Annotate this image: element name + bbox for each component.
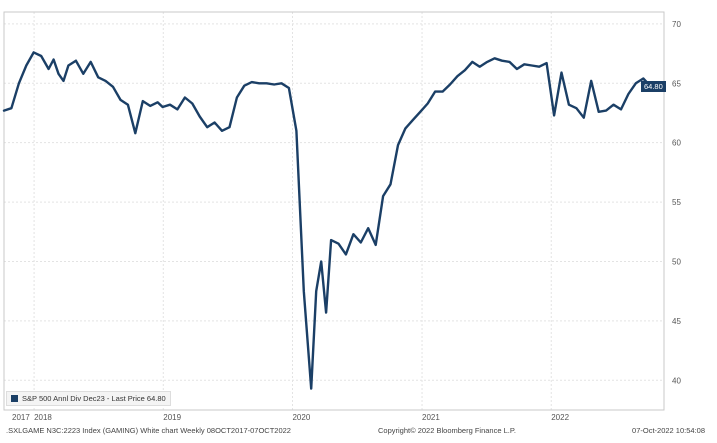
legend-swatch: [11, 395, 18, 402]
chart-footer: .SXLGAME N3C:2223 Index (GAMING) White c…: [0, 424, 717, 438]
series-layer: [2, 51, 664, 390]
legend: S&P 500 Annl Div Dec23 - Last Price 64.8…: [6, 391, 171, 406]
y-axis-tick-labels: 40 45 50 55 60 65 70: [672, 20, 681, 385]
y-tick-label: 50: [672, 257, 681, 266]
x-tick-label: 2017: [12, 413, 30, 422]
footer-copyright: Copyright© 2022 Bloomberg Finance L.P.: [378, 426, 516, 435]
legend-label: S&P 500 Annl Div Dec23 - Last Price 64.8…: [22, 394, 166, 403]
y-tick-label: 40: [672, 376, 681, 385]
x-tick-label: 2022: [551, 413, 569, 422]
x-tick-label: 2021: [422, 413, 440, 422]
series-line: [2, 51, 652, 390]
footer-chart-info: .SXLGAME N3C:2223 Index (GAMING) White c…: [6, 426, 291, 435]
x-tick-label: 2018: [34, 413, 52, 422]
plot-frame: [3, 11, 665, 411]
gridlines: [4, 12, 664, 410]
y-tick-label: 45: [672, 317, 681, 326]
y-tick-label: 65: [672, 79, 681, 88]
y-tick-label: 55: [672, 198, 681, 207]
x-tick-label: 2020: [292, 413, 310, 422]
x-tick-label: 2019: [163, 413, 181, 422]
last-price-tag: 64.80: [641, 80, 666, 92]
y-tick-label: 60: [672, 139, 681, 148]
footer-timestamp: 07-Oct-2022 10:54:08: [632, 426, 705, 435]
x-axis-tick-labels: 2017 2018 2019 2020 2021 2022: [12, 413, 570, 422]
y-tick-label: 70: [672, 20, 681, 29]
